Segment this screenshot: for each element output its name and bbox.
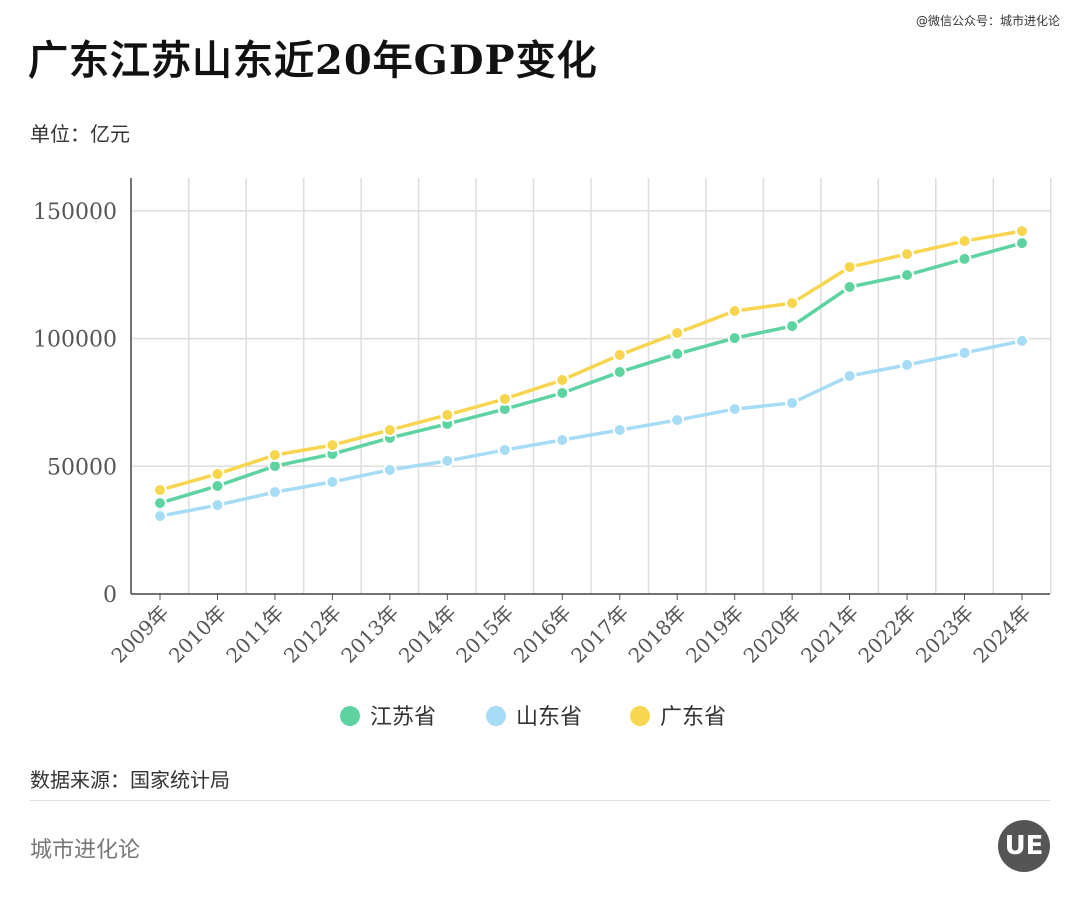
series-line [159,229,1023,492]
y-tick-label: 150000 [33,200,117,225]
data-point [267,448,282,463]
x-tick-label: 2014年 [394,601,461,668]
x-tick-label: 2018年 [624,601,691,668]
data-point [267,485,282,500]
data-point [957,345,972,360]
data-point [900,357,915,372]
data-point [957,234,972,249]
data-point [555,372,570,387]
data-point [382,462,397,477]
data-point [612,347,627,362]
data-point [210,498,225,513]
data-point [900,247,915,262]
x-tick-label: 2013年 [336,601,403,668]
series-line [159,339,1023,518]
data-point [210,466,225,481]
legend-marker [340,706,360,726]
x-tick-label: 2022年 [853,601,920,668]
data-point [785,319,800,334]
x-tick-label: 2012年 [279,601,346,668]
x-tick-label: 2010年 [164,601,231,668]
page-title: 广东江苏山东近20年GDP变化 [28,37,598,84]
data-point [842,260,857,275]
legend-label: 江苏省 [370,705,436,730]
x-tick-label: 2009年 [106,601,173,668]
data-point [555,432,570,447]
data-point [1015,224,1029,239]
data-point [325,438,340,453]
x-tick-label: 2019年 [681,601,748,668]
data-point [497,391,512,406]
data-point [497,442,512,457]
data-point [1015,333,1029,348]
x-tick-label: 2011年 [221,601,288,668]
data-point [670,325,685,340]
credit-text: @微信公众号：城市进化论 [915,14,1060,28]
data-point [785,395,800,410]
data-point [210,478,225,493]
data-point [670,413,685,428]
series-line [159,241,1023,505]
x-tick-label: 2017年 [566,601,633,668]
legend-marker [486,706,506,726]
data-point [153,483,167,498]
x-tick-label: 2016年 [509,601,576,668]
y-tick-label: 50000 [47,455,117,480]
data-point [727,304,742,319]
x-tick-label: 2021年 [796,601,863,668]
data-point [382,423,397,438]
x-tick-label: 2020年 [739,601,806,668]
data-point [842,280,857,295]
footer-brand: 城市进化论 [30,838,141,863]
legend-label: 山东省 [516,705,582,730]
x-tick-label: 2023年 [911,601,978,668]
data-point [440,453,455,468]
data-point [325,474,340,489]
data-point [153,509,167,524]
data-point [785,296,800,311]
gdp-line-chart: 0500001000001500002009年2010年2011年2012年20… [33,178,1052,730]
legend-marker [630,706,650,726]
unit-label: 单位：亿元 [30,122,130,146]
data-point [612,365,627,380]
y-tick-label: 0 [103,583,117,608]
data-point [440,407,455,422]
data-point [842,368,857,383]
y-tick-label: 100000 [33,328,117,353]
data-point [612,423,627,438]
x-tick-label: 2024年 [968,601,1035,668]
data-point [670,346,685,361]
data-point [957,251,972,266]
data-source: 数据来源：国家统计局 [30,768,230,792]
data-point [555,386,570,401]
data-point [727,402,742,417]
data-point [153,496,167,511]
data-point [1015,236,1029,251]
x-tick-label: 2015年 [451,601,518,668]
divider [30,800,1050,801]
legend-label: 广东省 [660,705,726,730]
brand-logo: UE [998,820,1050,872]
data-point [900,268,915,283]
data-point [727,331,742,346]
